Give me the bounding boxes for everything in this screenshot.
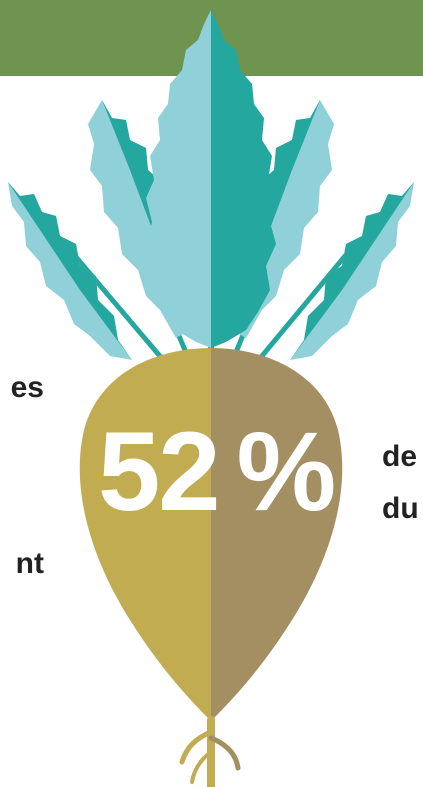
leaf-outer-left	[8, 182, 132, 360]
left-text-line-2: nt	[15, 547, 44, 580]
stat-unit: %	[236, 409, 337, 534]
leaf-outer-right	[290, 182, 414, 360]
leaf-center	[146, 10, 276, 348]
right-text-line-2: du	[382, 492, 419, 525]
stat-number: 52	[98, 409, 221, 534]
left-text-line-1: es	[10, 371, 44, 404]
stat-percentage: 52%	[98, 409, 337, 534]
beet-root-body	[79, 348, 343, 740]
right-text-line-1: de	[382, 440, 418, 473]
beet-root-tail	[179, 716, 241, 787]
